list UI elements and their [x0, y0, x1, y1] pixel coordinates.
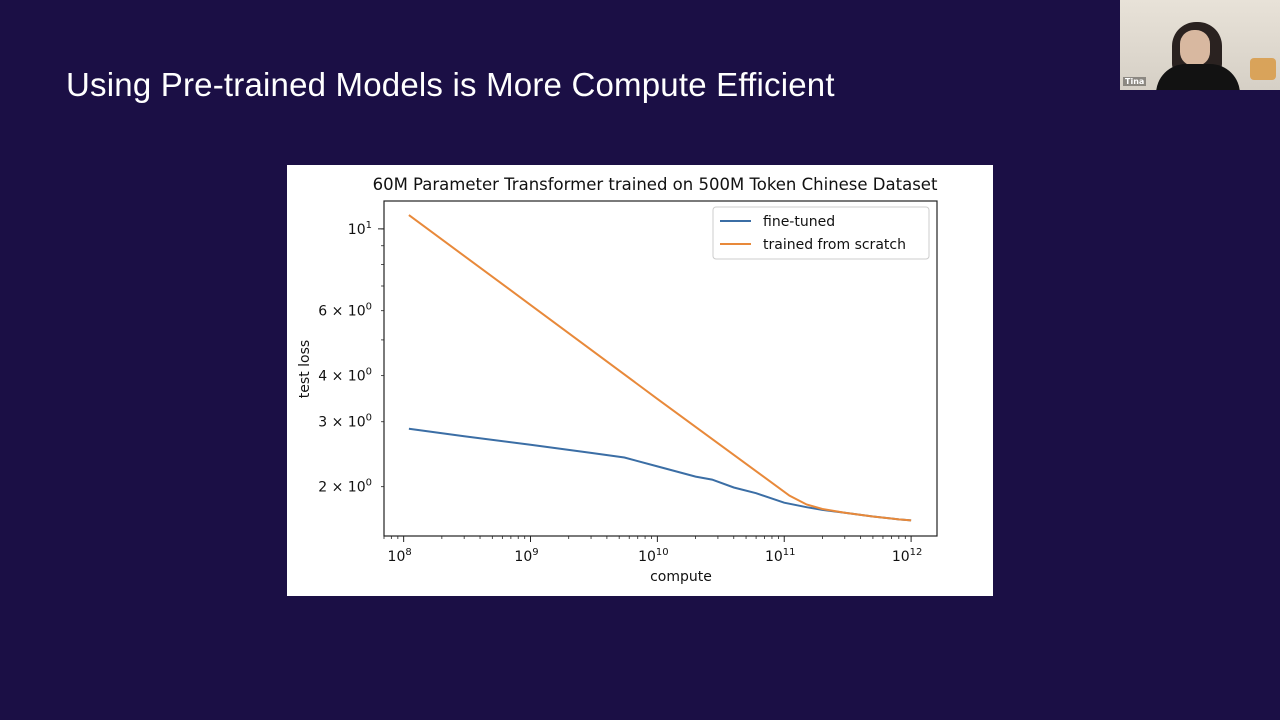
participant-name: Tina [1123, 77, 1147, 86]
face [1180, 30, 1210, 66]
legend: fine-tuned trained from scratch [712, 206, 930, 260]
chart-title: 60M Parameter Transformer trained on 500… [373, 175, 938, 194]
x-tick-label: 1012 [892, 547, 923, 565]
y-tick-label: 6 × 100 [318, 302, 372, 320]
x-tick-label: 109 [514, 547, 538, 565]
webcam-thumbnail[interactable]: Tina [1120, 0, 1280, 90]
slide-title: Using Pre-trained Models is More Compute… [66, 66, 835, 103]
chair [1250, 58, 1276, 80]
x-tick-label: 1011 [765, 547, 796, 565]
x-axis-label: compute [650, 569, 712, 585]
legend-label: trained from scratch [763, 237, 906, 253]
x-tick-label: 108 [388, 547, 412, 565]
legend-label: fine-tuned [763, 214, 835, 230]
loss-vs-compute-chart: 60M Parameter Transformer trained on 500… [297, 175, 938, 585]
series-line-trained-from-scratch [408, 214, 912, 522]
y-tick-label: 3 × 100 [318, 413, 372, 431]
y-tick-label: 101 [348, 220, 372, 238]
y-axis-label: test loss [297, 340, 313, 398]
plot-frame [383, 200, 938, 537]
y-tick-label: 4 × 100 [318, 367, 372, 385]
chart-figure: 60M Parameter Transformer trained on 500… [287, 165, 993, 596]
body [1156, 64, 1240, 90]
y-tick-label: 2 × 100 [318, 478, 372, 496]
x-tick-label: 1010 [638, 547, 669, 565]
series-line-fine-tuned [408, 427, 912, 522]
legend-box [712, 206, 930, 260]
